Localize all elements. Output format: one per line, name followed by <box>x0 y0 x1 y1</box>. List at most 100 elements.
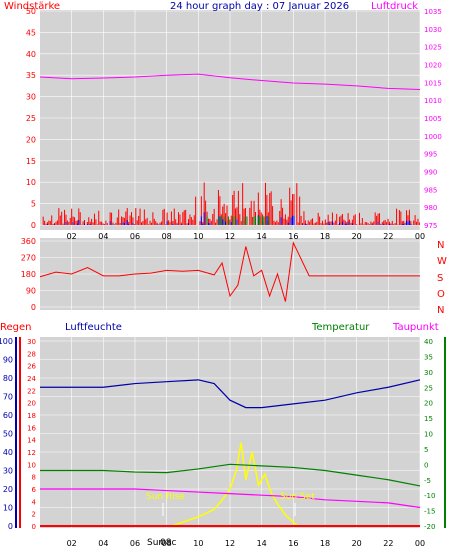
pressure-tick-label: 1015 <box>424 79 442 87</box>
wind-tick-label: 30 <box>26 93 36 102</box>
sun-bottom-label: Sun <box>147 538 164 548</box>
compass-n-bottom: N <box>437 305 444 316</box>
temp-tick-label: -15 <box>424 508 435 516</box>
x-tick-label: 10 <box>193 232 203 241</box>
climate-x-tick-label: 04 <box>98 539 108 548</box>
climate-x-tick-label: 18 <box>320 539 330 548</box>
pressure-tick-label: 990 <box>424 169 437 177</box>
rain-tick-label: 30 <box>27 338 36 346</box>
climate-x-tick-label: 02 <box>67 539 77 548</box>
climate-x-tick-label: 10 <box>193 539 203 548</box>
rain-tick-label: 6 <box>32 486 37 494</box>
rain-tick-label: 4 <box>32 498 37 506</box>
x-tick-label: 02 <box>67 232 77 241</box>
humidity-title: Luftfeuchte <box>65 322 122 333</box>
rain-tick-label: 16 <box>27 424 36 432</box>
direction-line <box>39 241 420 302</box>
compass-n-top: N <box>437 240 444 251</box>
compass-s: S <box>437 273 443 284</box>
rain-tick-label: 18 <box>27 412 36 420</box>
humidity-tick-label: 70 <box>3 393 13 402</box>
temp-tick-label: 10 <box>424 431 433 439</box>
wind-tick-label: 50 <box>26 7 36 16</box>
rain-tick-label: 26 <box>27 363 36 371</box>
pressure-tick-label: 1030 <box>424 26 442 34</box>
x-tick-label: 00 <box>415 232 425 241</box>
rain-title: Regen <box>0 322 32 333</box>
climate-x-tick-label: 00 <box>415 539 425 548</box>
dir-tick-label: 360 <box>21 237 36 246</box>
temperature-title: Temperatur <box>311 322 370 333</box>
dewpoint-title: Taupunkt <box>392 322 439 333</box>
sun-bottom-label-2: 08c <box>160 538 176 548</box>
rain-tick-label: 8 <box>32 474 36 482</box>
humidity-tick-label: 50 <box>3 430 13 439</box>
temp-tick-label: 5 <box>424 446 428 454</box>
wind-tick-label: 20 <box>26 135 36 144</box>
temp-tick-label: -5 <box>424 477 431 485</box>
temp-tick-label: -10 <box>424 492 435 500</box>
pressure-tick-label: 1010 <box>424 97 442 105</box>
humidity-tick-label: 60 <box>3 411 13 420</box>
humidity-tick-label: 40 <box>3 448 13 457</box>
humidity-tick-label: 30 <box>3 467 13 476</box>
pressure-tick-label: 1020 <box>424 62 442 70</box>
humidity-tick-label: 80 <box>3 374 13 383</box>
x-tick-label: 06 <box>130 232 140 241</box>
x-tick-label: 18 <box>320 232 330 241</box>
pressure-tick-label: 980 <box>424 204 437 212</box>
wind-tick-label: 10 <box>26 178 36 187</box>
rain-tick-label: 20 <box>27 400 36 408</box>
dir-tick-label: 0 <box>31 303 36 312</box>
climate-x-tick-label: 22 <box>383 539 393 548</box>
wind-tick-label: 25 <box>26 114 36 123</box>
temp-tick-label: 30 <box>424 369 433 377</box>
temp-tick-label: -20 <box>424 523 435 531</box>
pressure-line <box>39 73 421 90</box>
pressure-tick-label: 1025 <box>424 44 442 52</box>
temp-tick-label: 15 <box>424 415 433 423</box>
temp-tick-label: 40 <box>424 338 433 346</box>
climate-x-tick-label: 12 <box>225 539 235 548</box>
chart-title: 24 hour graph day : 07 Januar 2026 <box>170 1 349 12</box>
compass-o: O <box>437 289 445 300</box>
temp-tick-label: 25 <box>424 384 433 392</box>
x-tick-label: 14 <box>257 232 267 241</box>
dir-tick-label: 180 <box>21 270 36 279</box>
x-tick-label: 22 <box>383 232 393 241</box>
climate-x-tick-label: 16 <box>288 539 298 548</box>
humidity-tick-label: 10 <box>3 504 13 513</box>
wind-tick-label: 0 <box>31 221 36 230</box>
wind-tick-label: 15 <box>26 157 36 166</box>
rain-tick-label: 24 <box>27 375 36 383</box>
temp-tick-label: 35 <box>424 353 433 361</box>
climate-x-tick-label: 08 <box>162 539 172 548</box>
pressure-tick-label: 1005 <box>424 115 442 123</box>
humidity-tick-label: 90 <box>3 356 13 365</box>
pressure-tick-label: 975 <box>424 222 437 230</box>
temp-tick-label: 20 <box>424 400 433 408</box>
x-tick-label: 08 <box>162 232 172 241</box>
rain-tick-label: 12 <box>27 449 36 457</box>
rain-tick-label: 28 <box>27 350 36 358</box>
pressure-tick-label: 995 <box>424 151 437 159</box>
rain-tick-label: 14 <box>27 437 36 445</box>
rain-tick-label: 22 <box>27 387 36 395</box>
pressure-tick-label: 985 <box>424 186 437 194</box>
rain-tick-label: 10 <box>27 461 36 469</box>
pressure-tick-label: 1000 <box>424 133 442 141</box>
humidity-tick-label: 20 <box>3 485 13 494</box>
dir-tick-label: 270 <box>21 254 36 263</box>
wind-tick-label: 35 <box>26 71 36 80</box>
x-tick-label: 20 <box>352 232 362 241</box>
temperature-line <box>40 463 421 487</box>
humidity-tick-label: 100 <box>0 337 13 346</box>
wind-tick-label: 40 <box>26 50 36 59</box>
solar-line <box>171 442 299 527</box>
sunset-label: Sun Set <box>280 492 315 502</box>
wind-tick-label: 5 <box>31 200 36 209</box>
climate-x-tick-label: 14 <box>257 539 267 548</box>
x-tick-label: 04 <box>98 232 108 241</box>
rain-tick-label: 0 <box>32 523 36 531</box>
